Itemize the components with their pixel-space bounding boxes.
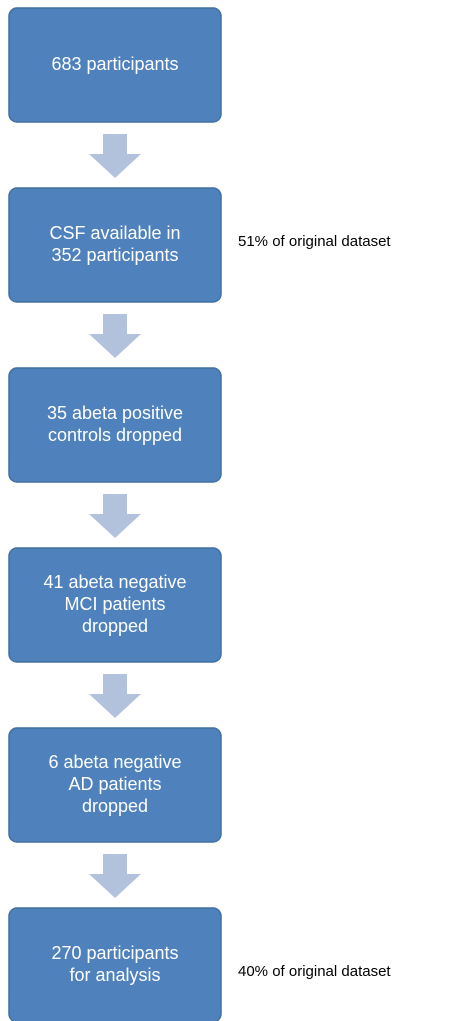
flow-box	[8, 7, 222, 123]
box-label: MCI patients	[64, 594, 165, 614]
box-label: controls dropped	[48, 425, 182, 445]
down-arrow	[89, 494, 141, 538]
flow-box	[8, 547, 222, 663]
side-note: 51% of original dataset	[238, 233, 391, 250]
box-label: 683 participants	[51, 54, 178, 74]
box-label: 270 participants	[51, 943, 178, 963]
box-label: 6 abeta negative	[48, 752, 181, 772]
box-label: 35 abeta positive	[47, 403, 183, 423]
down-arrow	[89, 674, 141, 718]
down-arrow	[89, 314, 141, 358]
flow-box	[8, 187, 222, 303]
box-label: dropped	[82, 796, 148, 816]
down-arrow	[89, 854, 141, 898]
down-arrow	[89, 134, 141, 178]
flow-box	[8, 367, 222, 483]
box-label: 352 participants	[51, 245, 178, 265]
box-label: AD patients	[68, 774, 161, 794]
box-label: dropped	[82, 616, 148, 636]
box-label: for analysis	[69, 965, 160, 985]
box-label: CSF available in	[49, 223, 180, 243]
flow-box	[8, 727, 222, 843]
box-label: 41 abeta negative	[43, 572, 186, 592]
side-note: 40% of original dataset	[238, 963, 391, 980]
flow-box	[8, 907, 222, 1021]
